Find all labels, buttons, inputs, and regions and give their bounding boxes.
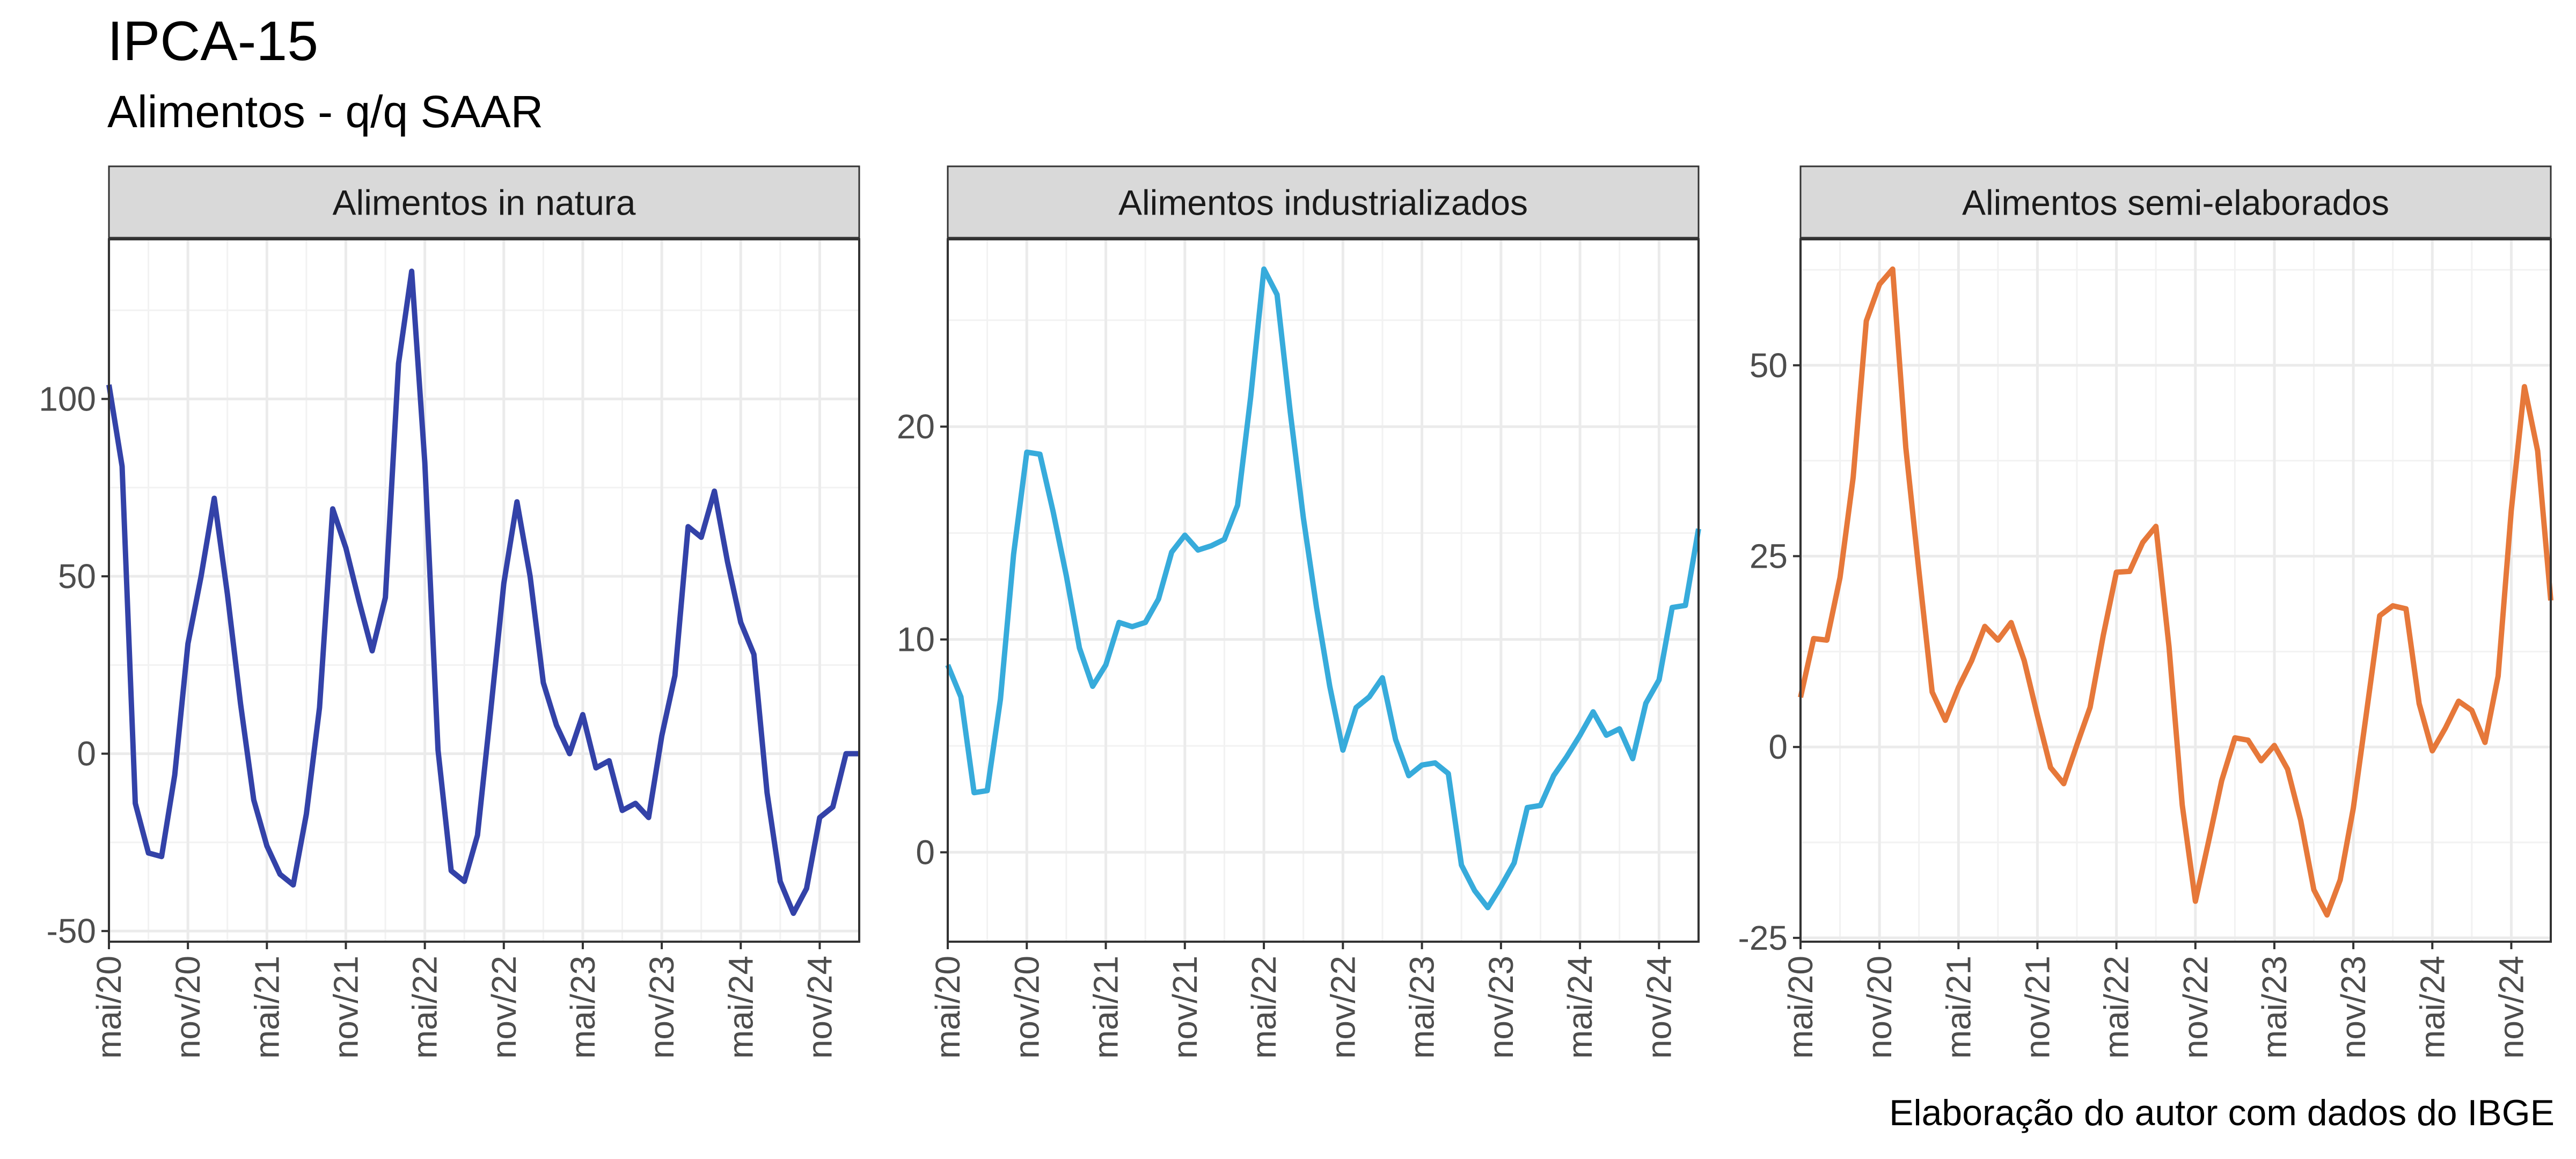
panel-border (1799, 238, 2552, 943)
x-tick-label: nov/23 (1482, 956, 1520, 1059)
x-tick-label: nov/24 (800, 956, 839, 1059)
x-tick-label: mai/23 (564, 956, 602, 1059)
panel-strip (1799, 165, 2552, 239)
panel-3: Alimentos semi-elaborados -25 0 25 50 mai/20 n… (1738, 165, 2553, 1059)
x-tick-label: nov/23 (2334, 956, 2373, 1059)
series-line (945, 266, 1701, 911)
chart-subtitle: Alimentos - q/q SAAR (107, 86, 544, 137)
y-tick-label: 0 (916, 833, 935, 871)
panel-plot-area (948, 239, 1699, 942)
x-tick-label: mai/21 (1087, 956, 1125, 1059)
panel-plot-area (109, 239, 859, 942)
x-tick-label: nov/22 (1323, 956, 1362, 1059)
y-tick-label: 25 (1750, 537, 1788, 575)
x-tick-label: mai/20 (90, 956, 128, 1059)
series-line (106, 268, 859, 916)
y-tick-label: 50 (58, 557, 96, 596)
panel-1: Alimentos in natura -50 0 50 100 mai/20 nov/20… (39, 165, 860, 1059)
panel-2: Alimentos industrializados 0 10 20 mai/20 nov… (897, 165, 1701, 1059)
x-tick-label: mai/21 (247, 956, 286, 1059)
x-tick-label: mai/24 (2413, 956, 2451, 1059)
y-tick-label: 0 (77, 735, 96, 773)
x-tick-label: nov/21 (2018, 956, 2057, 1059)
x-tick-label: mai/23 (2255, 956, 2294, 1059)
series-line (1798, 266, 2553, 918)
panel-border (108, 238, 860, 943)
y-tick-label: -50 (47, 912, 97, 950)
x-tick-label: nov/20 (169, 956, 207, 1059)
x-tick-label: nov/20 (1860, 956, 1899, 1059)
x-tick-label: mai/23 (1403, 956, 1441, 1059)
y-tick-label: 10 (897, 620, 935, 659)
x-tick-label: nov/21 (326, 956, 365, 1059)
x-tick-label: mai/21 (1939, 956, 1978, 1059)
x-tick-label: nov/23 (642, 956, 681, 1059)
x-tick-label: nov/24 (2492, 956, 2530, 1059)
chart-caption: Elaboração do autor com dados do IBGE (1889, 1092, 2555, 1133)
panel-strip-label: Alimentos semi-elaborados (1962, 183, 2389, 223)
x-tick-label: nov/22 (2176, 956, 2215, 1059)
panel-strip-label: Alimentos in natura (333, 183, 636, 223)
x-tick-label: mai/24 (721, 956, 760, 1059)
x-tick-label: mai/22 (2097, 956, 2136, 1059)
panel-strip-label: Alimentos industrializados (1118, 183, 1528, 223)
panel-strip (947, 165, 1700, 239)
y-tick-label: 100 (39, 380, 96, 419)
x-tick-label: nov/20 (1007, 956, 1046, 1059)
x-tick-label: nov/21 (1166, 956, 1204, 1059)
y-tick-label: 50 (1750, 346, 1788, 385)
x-tick-label: mai/22 (1245, 956, 1283, 1059)
y-tick-label: 20 (897, 407, 935, 446)
panel-plot-area (1801, 239, 2551, 942)
panel-strip (108, 165, 860, 239)
x-tick-label: nov/24 (1640, 956, 1678, 1059)
y-tick-label: 0 (1768, 728, 1788, 766)
x-tick-label: nov/22 (485, 956, 523, 1059)
x-tick-label: mai/20 (1781, 956, 1820, 1059)
panel-border (947, 238, 1700, 943)
x-tick-label: mai/24 (1561, 956, 1599, 1059)
y-tick-label: -25 (1738, 919, 1788, 957)
chart-title: IPCA-15 (107, 10, 319, 72)
x-tick-label: mai/20 (928, 956, 967, 1059)
x-tick-label: mai/22 (406, 956, 444, 1059)
